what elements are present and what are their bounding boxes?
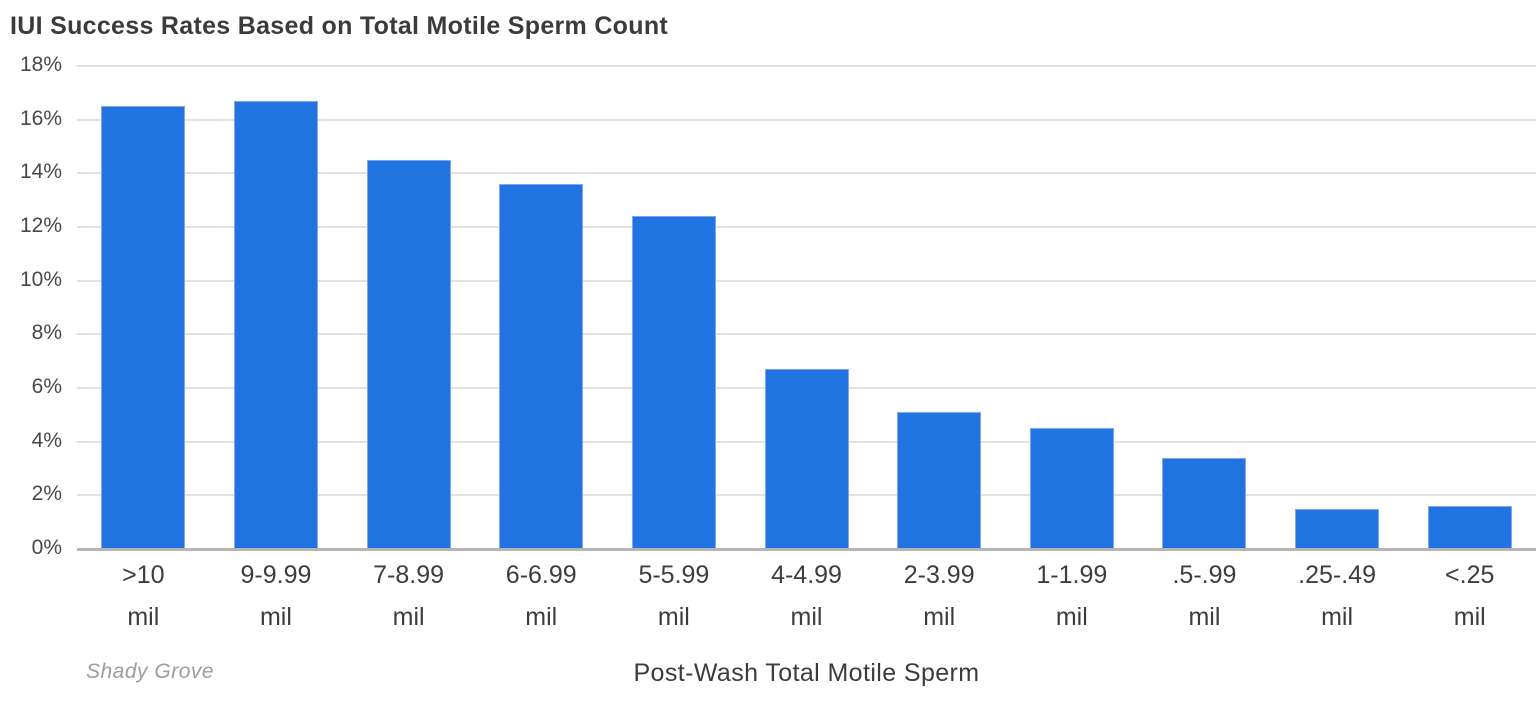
- y-tick-label: 18%: [19, 53, 62, 77]
- x-tick-label: 5-5.99 mil: [608, 563, 741, 630]
- x-tick-label: <.25 mil: [1403, 563, 1536, 630]
- x-tick-range: 1-1.99: [1036, 561, 1108, 589]
- y-tick-label: 0%: [31, 536, 62, 560]
- gridline: [77, 65, 1536, 67]
- x-tick-label: 6-6.99 mil: [475, 563, 608, 630]
- x-tick-unit: mil: [790, 603, 823, 631]
- bar-slot: [1403, 66, 1536, 549]
- bar: [764, 369, 849, 549]
- bar-slot: [740, 66, 873, 549]
- x-tick-range: 6-6.99: [505, 561, 577, 589]
- x-tick-range: >10: [122, 561, 165, 589]
- bar-slot: [77, 66, 210, 549]
- bar-slot: [475, 66, 608, 549]
- x-tick-unit: mil: [1188, 603, 1221, 631]
- bar: [101, 106, 186, 549]
- x-tick-unit: mil: [259, 603, 292, 631]
- bar: [233, 100, 318, 549]
- x-tick-range: 2-3.99: [903, 561, 975, 589]
- gridline: [77, 333, 1536, 336]
- x-tick-label: 2-3.99 mil: [873, 563, 1006, 630]
- x-tick-unit: mil: [525, 603, 558, 631]
- y-axis: 18% 16% 14% 12% 10% 8% 6% 4% 2% 0%: [0, 53, 62, 559]
- x-tick-unit: mil: [1321, 603, 1354, 631]
- bar-slot: [608, 66, 741, 549]
- bar-slot: [873, 66, 1006, 549]
- bar: [1162, 457, 1247, 549]
- x-tick-unit: mil: [127, 603, 160, 631]
- bar-slot: [210, 66, 343, 549]
- x-tick-unit: mil: [657, 603, 690, 631]
- y-tick-label: 14%: [19, 160, 62, 184]
- x-tick-range: 7-8.99: [373, 561, 445, 589]
- x-tick-label: 7-8.99 mil: [342, 563, 475, 630]
- gridline: [77, 279, 1536, 282]
- y-tick-label: 2%: [31, 482, 62, 506]
- y-tick-label: 16%: [19, 106, 62, 130]
- plot-area: [77, 65, 1536, 551]
- chart-title: IUI Success Rates Based on Total Motile …: [10, 12, 669, 40]
- bar: [1427, 506, 1512, 549]
- y-tick-label: 4%: [31, 428, 62, 452]
- y-tick-label: 12%: [19, 214, 62, 238]
- x-tick-unit: mil: [1055, 603, 1088, 631]
- y-tick-label: 6%: [31, 375, 62, 399]
- x-tick-range: 9-9.99: [240, 561, 312, 589]
- x-tick-label: .5-.99 mil: [1138, 563, 1271, 630]
- x-tick-range: 4-4.99: [771, 561, 842, 589]
- x-tick-unit: mil: [392, 603, 425, 631]
- y-tick-label: 10%: [19, 267, 62, 291]
- x-tick-label: 9-9.99 mil: [210, 563, 343, 630]
- gridline: [77, 225, 1536, 228]
- bar-slot: [1005, 66, 1138, 549]
- bar: [499, 184, 584, 549]
- bar: [1295, 508, 1380, 549]
- x-tick-range: 5-5.99: [638, 561, 710, 589]
- bar-slot: [1138, 66, 1271, 549]
- gridline: [77, 118, 1536, 121]
- x-tick-range: .5-.99: [1172, 561, 1237, 589]
- bar-slot: [1271, 66, 1404, 549]
- bar: [366, 159, 451, 549]
- bar: [631, 216, 716, 549]
- x-tick-range: .25-.49: [1298, 561, 1376, 589]
- bar-slot: [342, 66, 475, 549]
- x-tick-unit: mil: [1453, 603, 1486, 631]
- bar-series: [77, 66, 1536, 549]
- x-tick-range: <.25: [1445, 561, 1495, 589]
- x-axis-labels: >10 mil 9-9.99 mil 7-8.99 mil 6-6.99 mil 5-5.99 m…: [77, 563, 1536, 630]
- x-tick-label: 1-1.99 mil: [1005, 563, 1138, 630]
- x-tick-label: .25-.49 mil: [1271, 563, 1404, 630]
- bar: [897, 412, 982, 549]
- x-tick-label: 4-4.99 mil: [740, 563, 873, 630]
- x-axis-title: Post-Wash Total Motile Sperm: [633, 659, 980, 687]
- x-tick-unit: mil: [923, 603, 956, 631]
- source-attribution: Shady Grove: [86, 660, 215, 683]
- x-axis-baseline: [77, 548, 1536, 551]
- y-tick-label: 8%: [31, 321, 62, 345]
- gridline: [77, 172, 1536, 175]
- x-tick-label: >10 mil: [77, 563, 210, 630]
- bar: [1029, 428, 1114, 549]
